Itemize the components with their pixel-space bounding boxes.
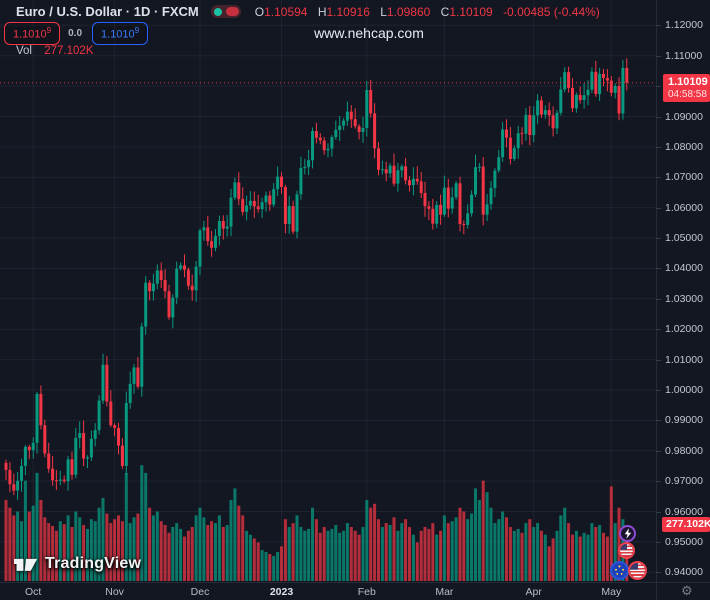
us-flag-event-icon-2[interactable] bbox=[628, 561, 647, 580]
watermark-text: www.nehcap.com bbox=[314, 25, 424, 41]
volume-label[interactable]: Vol bbox=[16, 45, 32, 57]
time-tick-label: May bbox=[601, 586, 622, 598]
visibility-toggle[interactable] bbox=[210, 5, 241, 18]
tradingview-logo-text: TradingView bbox=[45, 555, 142, 572]
price-tick-label: 1.00000 bbox=[656, 384, 703, 396]
price-tick-label: 0.98000 bbox=[656, 444, 703, 457]
volume-axis-badge: 277.102K bbox=[662, 517, 710, 532]
eu-flag-event-icon[interactable] bbox=[610, 561, 629, 580]
low-label: L bbox=[380, 4, 387, 19]
us-flag-event-icon[interactable] bbox=[618, 542, 635, 559]
time-tick-label: Oct bbox=[25, 586, 42, 598]
lightning-bolt-icon bbox=[624, 528, 631, 539]
ohlc-values: O1.10594 H1.10916 L1.09860 C1.10109 -0.0… bbox=[255, 5, 600, 19]
price-tick-label: 1.04000 bbox=[656, 262, 703, 275]
price-tick-label: 1.08000 bbox=[656, 140, 703, 153]
price-scale[interactable]: 1.120001.110001.100001.090001.080001.070… bbox=[655, 0, 710, 600]
price-tick-label: 1.06000 bbox=[656, 201, 703, 214]
time-tick-label: Apr bbox=[525, 586, 542, 598]
price-tick-label: 0.96000 bbox=[656, 505, 703, 518]
toggle-red-knob-icon bbox=[225, 7, 239, 16]
volume-value: 277.102K bbox=[44, 45, 94, 57]
gear-icon[interactable]: ⚙ bbox=[681, 583, 693, 598]
time-tick-label: Nov bbox=[105, 586, 124, 598]
open-label: O bbox=[254, 4, 265, 19]
symbol-title[interactable]: Euro / U.S. Dollar · 1D · FXCM bbox=[16, 4, 199, 19]
time-tick-label: Feb bbox=[357, 586, 376, 598]
eu-flag-icon bbox=[612, 563, 627, 578]
open-value: 1.10594 bbox=[264, 4, 308, 19]
last-price-value: 1.10109 bbox=[668, 76, 708, 88]
us-flag-icon bbox=[630, 563, 645, 578]
time-scale[interactable]: Oct Nov Dec 2023 Feb Mar Apr May bbox=[0, 582, 710, 600]
bid-price-badge[interactable]: 1.10109 bbox=[4, 22, 61, 45]
close-label: C bbox=[440, 4, 450, 19]
price-tick-label: 1.02000 bbox=[656, 323, 703, 336]
ask-price-badge[interactable]: 1.10109 bbox=[92, 22, 149, 45]
close-value: 1.10109 bbox=[449, 4, 493, 19]
price-tick-label: 1.07000 bbox=[656, 171, 703, 184]
low-value: 1.09860 bbox=[386, 4, 431, 19]
tradingview-logo[interactable]: TradingView bbox=[14, 554, 141, 574]
spread-value: 0.0 bbox=[68, 27, 83, 39]
bar-close-countdown: 04:58:58 bbox=[668, 89, 707, 100]
time-tick-label: Dec bbox=[190, 586, 210, 598]
price-tick-label: 1.12000 bbox=[656, 19, 703, 32]
price-tick-label: 1.01000 bbox=[656, 353, 703, 366]
price-tick-label: 0.99000 bbox=[656, 414, 703, 427]
price-tick-label: 0.94000 bbox=[656, 566, 703, 579]
us-flag-icon bbox=[620, 544, 633, 557]
change-value: -0.00485 (-0.44%) bbox=[503, 4, 600, 19]
high-value: 1.10916 bbox=[326, 4, 370, 19]
last-price-badge[interactable]: 1.10109 04:58:58 bbox=[663, 74, 710, 102]
time-tick-label: 2023 bbox=[269, 586, 294, 598]
high-label: H bbox=[317, 4, 327, 19]
time-tick-label: Mar bbox=[435, 586, 454, 598]
price-tick-label: 0.97000 bbox=[656, 475, 703, 488]
tradingview-logo-icon bbox=[14, 558, 38, 571]
price-tick-label: 1.03000 bbox=[656, 292, 703, 305]
price-tick-label: 1.11000 bbox=[655, 49, 703, 62]
price-tick-label: 0.95000 bbox=[656, 535, 703, 548]
price-tick-label: 1.05000 bbox=[656, 232, 703, 244]
flash-event-icon[interactable] bbox=[619, 525, 636, 542]
toggle-green-dot-icon bbox=[213, 8, 222, 16]
price-tick-label: 1.09000 bbox=[656, 110, 703, 123]
